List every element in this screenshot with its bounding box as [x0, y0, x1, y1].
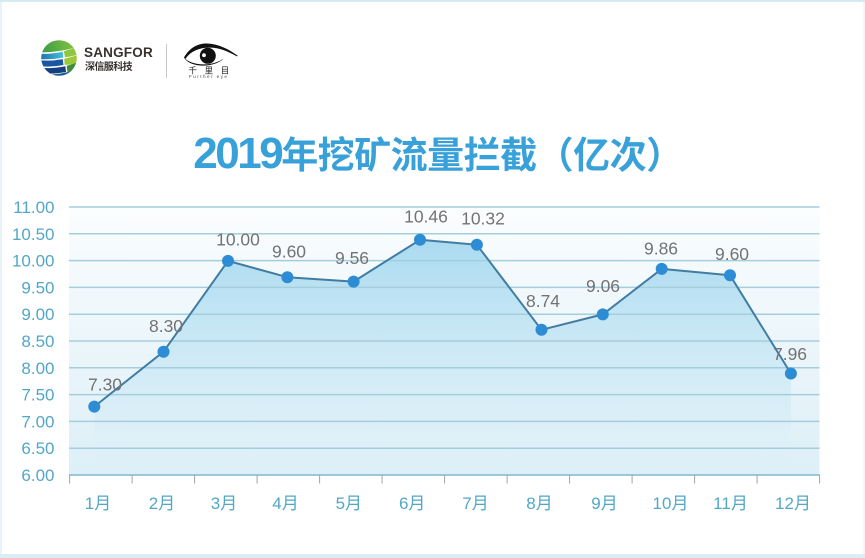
svg-text:6月: 6月 [399, 494, 425, 513]
svg-text:9月: 9月 [591, 494, 617, 513]
svg-text:10月: 10月 [653, 494, 689, 513]
svg-text:9.06: 9.06 [586, 276, 620, 296]
svg-text:9.00: 9.00 [21, 305, 54, 324]
svg-text:2月: 2月 [149, 494, 175, 513]
svg-text:1月: 1月 [85, 494, 111, 513]
svg-text:9.50: 9.50 [21, 278, 54, 297]
svg-text:7.30: 7.30 [88, 375, 122, 395]
svg-text:11月: 11月 [713, 494, 748, 513]
svg-text:7.00: 7.00 [21, 412, 54, 431]
svg-text:10.46: 10.46 [404, 207, 448, 227]
svg-text:8.30: 8.30 [149, 316, 183, 336]
svg-text:7.96: 7.96 [773, 344, 807, 364]
svg-text:7月: 7月 [462, 494, 488, 513]
svg-text:11.00: 11.00 [13, 198, 54, 217]
svg-text:8.74: 8.74 [526, 291, 560, 311]
svg-text:12月: 12月 [775, 494, 811, 513]
svg-text:6.50: 6.50 [21, 439, 54, 458]
svg-text:9.60: 9.60 [715, 244, 749, 264]
svg-text:10.32: 10.32 [461, 209, 505, 229]
svg-text:8.50: 8.50 [21, 332, 54, 351]
svg-text:10.00: 10.00 [12, 252, 55, 271]
svg-text:9.60: 9.60 [272, 242, 306, 262]
svg-text:7.50: 7.50 [21, 386, 54, 405]
svg-text:3月: 3月 [211, 494, 237, 513]
svg-text:5月: 5月 [336, 494, 362, 513]
svg-text:千里目: 千里目 [189, 64, 237, 76]
svg-text:10.50: 10.50 [12, 225, 55, 244]
svg-text:10.00: 10.00 [216, 230, 260, 250]
svg-text:8.00: 8.00 [21, 359, 54, 378]
svg-text:Further eye: Further eye [189, 74, 228, 79]
svg-text:8月: 8月 [526, 494, 552, 513]
svg-text:9.86: 9.86 [644, 239, 678, 259]
svg-text:6.00: 6.00 [21, 466, 54, 485]
svg-text:9.56: 9.56 [335, 248, 369, 268]
svg-text:4月: 4月 [272, 494, 298, 513]
